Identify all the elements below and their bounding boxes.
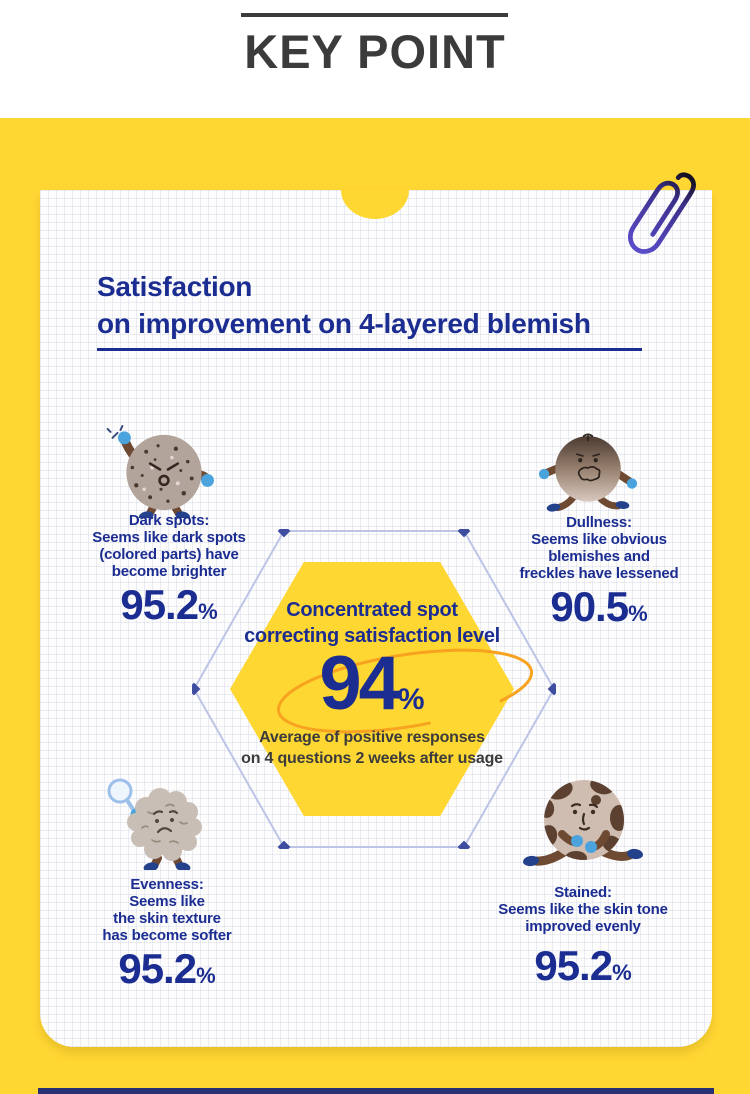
- hexagon-outline-icon: [192, 529, 556, 849]
- stat-stained: Stained: Seems like the skin tone improv…: [473, 884, 693, 988]
- stat-dullness-label: Dullness: Seems like obvious blemishes a…: [519, 514, 679, 582]
- center-subtext: Average of positive responses on 4 quest…: [210, 727, 534, 769]
- center-value-unit: %: [397, 683, 425, 716]
- stat-dullness-value: 90.5%: [550, 583, 648, 630]
- center-subtext-line1: Average of positive responses: [259, 729, 485, 746]
- stat-dullness: Dullness: Seems like obvious blemishes a…: [489, 514, 709, 629]
- card-title: Satisfaction on improvement on 4-layered…: [97, 268, 677, 342]
- dark-spots-character-icon: [106, 424, 214, 518]
- dark-spots-character: [98, 424, 228, 518]
- stat-dark-spots-value: 95.2%: [120, 581, 218, 628]
- center-heading: Concentrated spot correcting satisfactio…: [210, 597, 534, 649]
- stat-stained-label: Stained: Seems like the skin tone improv…: [498, 884, 668, 935]
- center-value: 94: [319, 641, 401, 726]
- card-top-notch: [341, 190, 409, 219]
- stat-dark-spots: Dark spots: Seems like dark spots (color…: [64, 512, 274, 627]
- header-rule: [241, 13, 508, 17]
- evenness-character-icon: [107, 778, 202, 870]
- page-title: KEY POINT: [244, 25, 506, 78]
- dullness-character: [532, 430, 644, 512]
- stat-evenness-value: 95.2%: [118, 945, 216, 992]
- stat-stained-value: 95.2%: [534, 942, 632, 989]
- evenness-character: [96, 770, 231, 870]
- center-stat-block: Concentrated spot correcting satisfactio…: [210, 597, 534, 769]
- bottom-section-edge: [38, 1088, 714, 1094]
- stat-dark-spots-label: Dark spots: Seems like dark spots (color…: [92, 512, 246, 580]
- center-heading-line1: Concentrated spot: [286, 599, 458, 621]
- dullness-character-icon: [538, 433, 638, 512]
- paperclip-icon: [627, 172, 696, 254]
- card-title-line2: on improvement on 4-layered blemish: [97, 308, 591, 339]
- sketch-ellipse-icon: [276, 648, 534, 734]
- stained-character-icon: [523, 780, 643, 867]
- content-card: Satisfaction on improvement on 4-layered…: [40, 190, 712, 1047]
- stat-evenness-label: Evenness: Seems like the skin texture ha…: [102, 876, 232, 944]
- center-value-row: 94%: [210, 646, 534, 734]
- center-heading-line2: correcting satisfaction level: [244, 625, 500, 647]
- stat-evenness: Evenness: Seems like the skin texture ha…: [62, 876, 272, 991]
- title-underline: [97, 348, 642, 351]
- center-subtext-line2: on 4 questions 2 weeks after usage: [241, 750, 503, 767]
- stained-character: [516, 776, 651, 871]
- card-title-line1: Satisfaction: [97, 271, 253, 302]
